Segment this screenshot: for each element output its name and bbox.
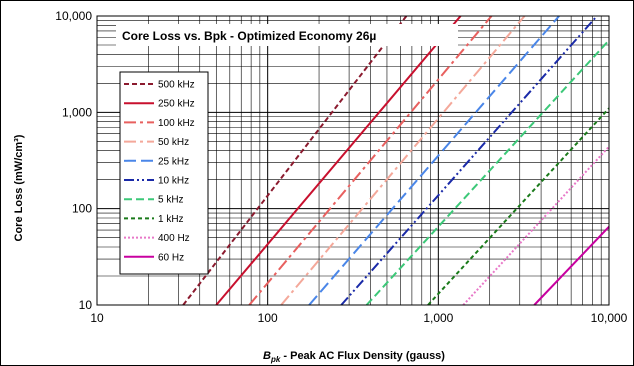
series-line-7	[427, 107, 610, 306]
chart-title: Core Loss vs. Bpk - Optimized Economy 26…	[122, 29, 376, 43]
legend-label-1: 250 kHz	[158, 99, 195, 110]
tick-labels: 10 100 1,000 10,000 10 100 1,000 10,000	[55, 9, 627, 325]
legend: 500 kHz 250 kHz 100 kHz 50 kHz 25 kHz 10 kHz 5…	[119, 71, 209, 275]
x-axis-title-sub: pk	[270, 355, 281, 364]
series-line-0	[182, 15, 408, 306]
y-tick-label: 1,000	[62, 105, 92, 119]
legend-label-9: 60 Hz	[158, 252, 184, 263]
series-line-2	[248, 15, 493, 306]
legend-label-2: 100 kHz	[158, 118, 195, 129]
legend-label-4: 25 kHz	[158, 156, 189, 167]
series-line-5	[340, 15, 598, 306]
series-line-4	[308, 15, 560, 306]
legend-label-7: 1 kHz	[158, 214, 184, 225]
series-line-3	[280, 15, 526, 306]
series-line-9	[533, 225, 610, 306]
y-axis-title: Core Loss (mW/cm³)	[13, 134, 25, 241]
y-tick-label: 10	[79, 298, 93, 312]
chart-title-box: Core Loss vs. Bpk - Optimized Economy 26…	[116, 24, 458, 46]
series-line-1	[215, 15, 462, 306]
series-layer	[182, 15, 610, 306]
legend-label-0: 500 kHz	[158, 80, 195, 91]
legend-label-6: 5 kHz	[158, 195, 184, 206]
x-tick-label: 1,000	[423, 311, 453, 325]
x-tick-label: 10,000	[591, 311, 628, 325]
legend-label-3: 50 kHz	[158, 137, 189, 148]
x-tick-label: 10	[90, 311, 104, 325]
legend-label-5: 10 kHz	[158, 176, 189, 187]
plot-border	[96, 15, 610, 306]
x-axis-title-rest: - Peak AC Flux Density (gauss)	[280, 350, 445, 362]
y-tick-label: 100	[72, 202, 92, 216]
x-tick-label: 100	[258, 311, 278, 325]
legend-label-8: 400 Hz	[158, 233, 190, 244]
y-tick-label: 10,000	[55, 9, 92, 23]
x-axis-title: Bpk - Peak AC Flux Density (gauss)	[263, 350, 445, 364]
x-axis-title-b: B	[263, 350, 271, 362]
